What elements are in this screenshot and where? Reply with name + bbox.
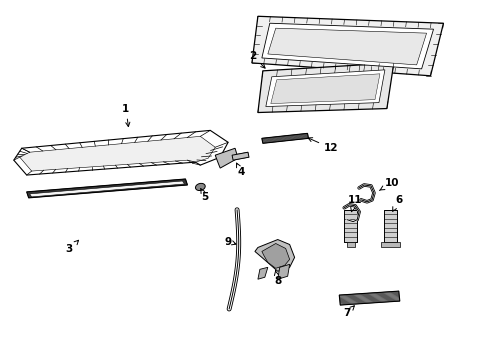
Text: 5: 5 [201, 189, 208, 202]
Text: 3: 3 [65, 240, 79, 255]
Text: 4: 4 [236, 163, 244, 177]
Polygon shape [215, 148, 238, 168]
Text: 6: 6 [392, 195, 402, 211]
Polygon shape [346, 242, 354, 247]
Text: 12: 12 [307, 138, 338, 153]
Polygon shape [339, 291, 399, 305]
Text: 10: 10 [379, 178, 398, 190]
Polygon shape [383, 210, 396, 242]
Polygon shape [267, 28, 426, 65]
Polygon shape [251, 16, 443, 76]
Text: 2: 2 [249, 51, 264, 68]
Polygon shape [27, 179, 187, 198]
Polygon shape [257, 63, 393, 113]
Polygon shape [262, 243, 289, 268]
Polygon shape [262, 23, 433, 69]
Polygon shape [262, 133, 308, 143]
Polygon shape [265, 70, 384, 107]
Polygon shape [20, 136, 215, 171]
Polygon shape [380, 242, 399, 247]
Text: 11: 11 [347, 195, 362, 212]
Polygon shape [270, 74, 379, 104]
Polygon shape [232, 152, 248, 160]
Polygon shape [30, 181, 184, 197]
Polygon shape [277, 264, 289, 279]
Polygon shape [257, 267, 267, 279]
Polygon shape [344, 210, 356, 242]
Text: 8: 8 [274, 271, 281, 286]
Ellipse shape [195, 183, 205, 190]
Text: 1: 1 [122, 104, 130, 127]
Text: 9: 9 [224, 237, 236, 247]
Polygon shape [254, 239, 294, 271]
Text: 7: 7 [343, 306, 354, 318]
